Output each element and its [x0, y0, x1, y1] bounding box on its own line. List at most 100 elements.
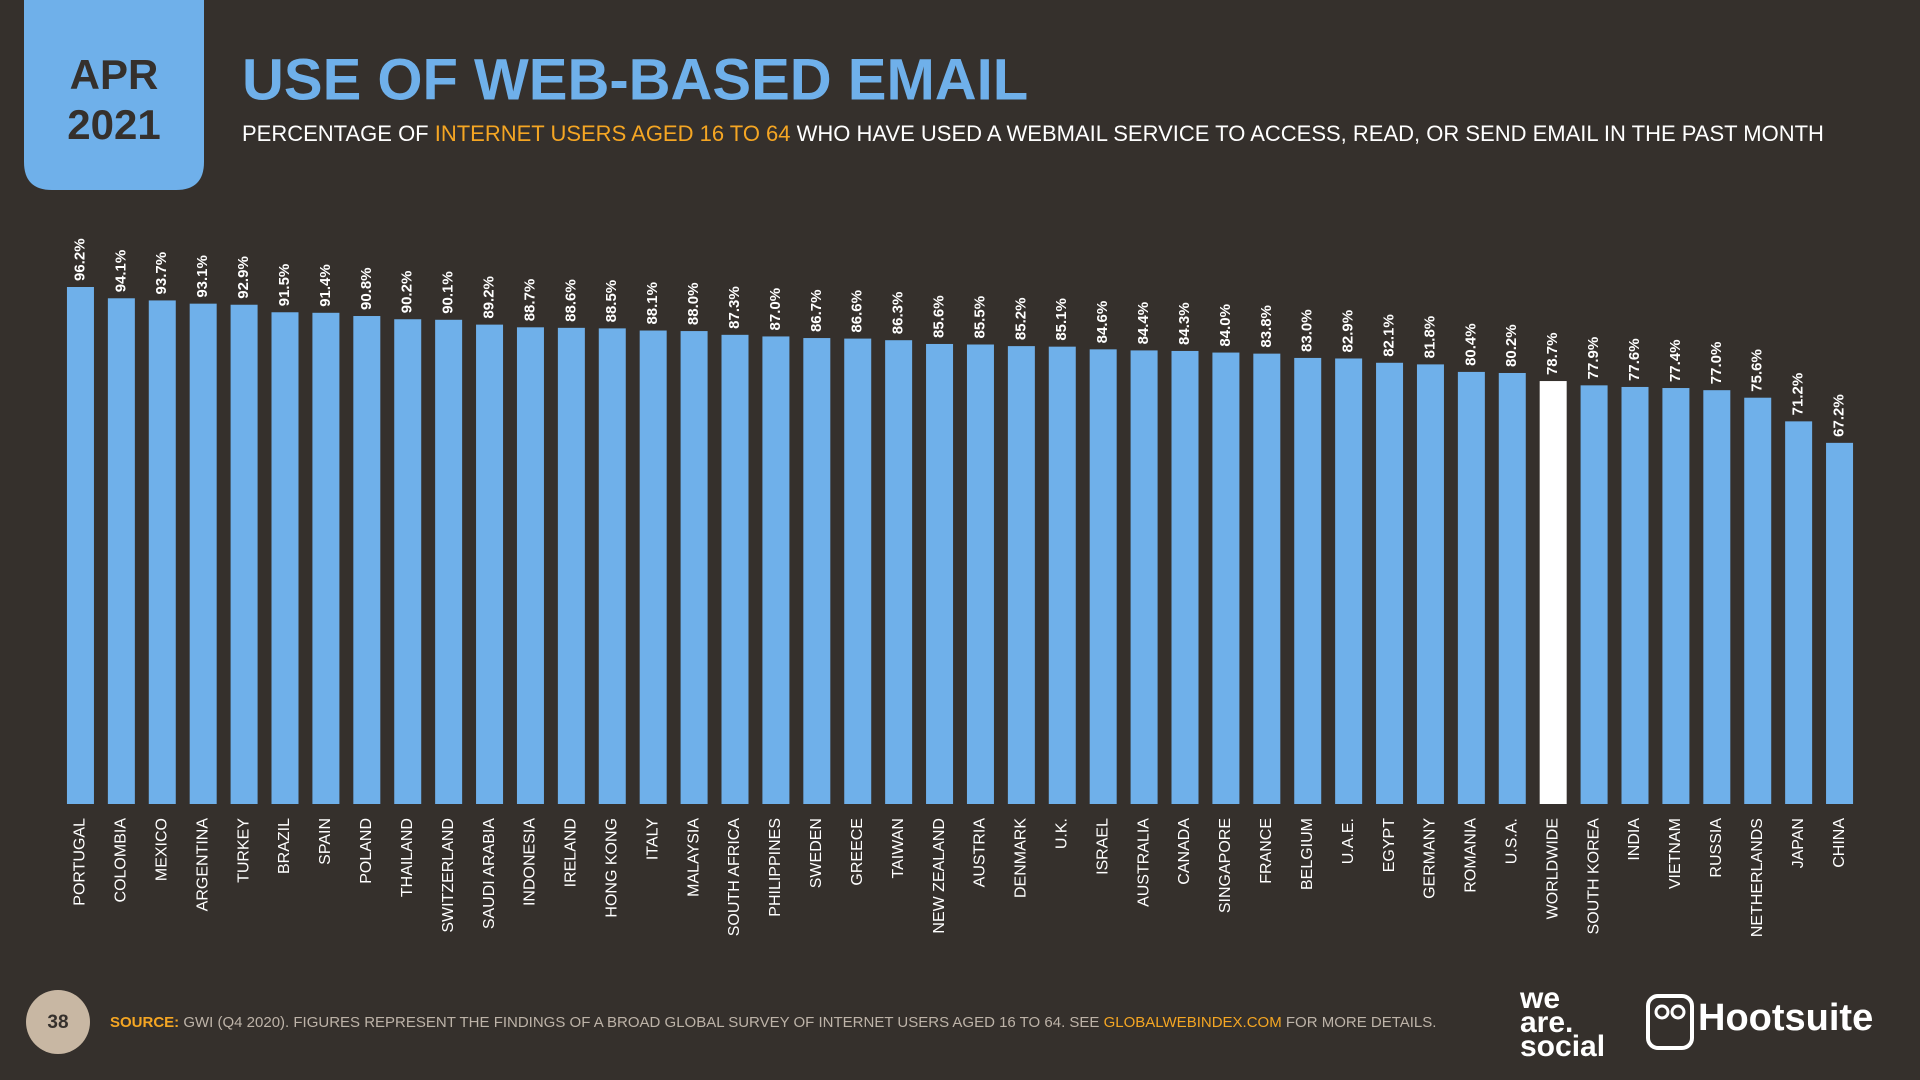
x-tick-label: ARGENTINA	[194, 818, 211, 912]
value-label: 77.4%	[1667, 339, 1684, 382]
bar	[1826, 442, 1854, 804]
value-label: 77.9%	[1585, 337, 1602, 380]
value-label: 80.2%	[1503, 324, 1520, 367]
value-label: 92.9%	[235, 256, 252, 299]
bar	[598, 328, 626, 804]
x-tick-label: SOUTH AFRICA	[726, 818, 743, 937]
x-tick-label: PHILIPPINES	[767, 818, 784, 917]
bar	[803, 338, 831, 804]
value-label: 88.7%	[521, 279, 538, 322]
value-label: 71.2%	[1790, 373, 1807, 416]
value-label: 81.8%	[1421, 316, 1438, 359]
x-tick-label: MALAYSIA	[685, 818, 702, 897]
value-label: 85.5%	[971, 296, 988, 339]
x-tick-label: EGYPT	[1381, 818, 1398, 872]
bar	[1335, 358, 1363, 804]
bar	[435, 319, 463, 804]
x-tick-label: VIETNAM	[1667, 818, 1684, 889]
value-label: 84.3%	[1176, 302, 1193, 345]
value-label: 86.7%	[808, 290, 825, 333]
x-tick-label: GREECE	[849, 818, 866, 886]
value-label: 86.3%	[890, 292, 907, 335]
bar	[1457, 371, 1485, 804]
value-label: 83.8%	[1258, 305, 1275, 348]
bar	[271, 312, 299, 804]
bar	[1171, 350, 1199, 804]
value-label: 93.1%	[194, 255, 211, 298]
x-tick-label: ISRAEL	[1094, 818, 1111, 875]
source-text: GWI (Q4 2020). FIGURES REPRESENT THE FIN…	[179, 1014, 1103, 1031]
value-label: 80.4%	[1462, 323, 1479, 366]
value-label: 90.1%	[440, 271, 457, 314]
chart-title: USE OF WEB-BASED EMAIL	[242, 47, 1028, 112]
x-tick-label: SWEDEN	[808, 818, 825, 888]
value-label: 88.0%	[685, 283, 702, 326]
owl-icon	[1646, 994, 1694, 1050]
bar	[557, 327, 585, 804]
x-tick-label: RUSSIA	[1708, 818, 1725, 878]
bar	[926, 343, 954, 804]
x-tick-label: ROMANIA	[1463, 818, 1480, 893]
bar	[1253, 353, 1281, 804]
subtitle-part: WHO HAVE USED A WEBMAIL SERVICE TO ACCES…	[791, 121, 1824, 146]
value-label: 82.9%	[1340, 310, 1357, 353]
x-tick-label: PORTUGAL	[72, 818, 89, 906]
value-label: 82.1%	[1381, 314, 1398, 357]
bar	[353, 316, 381, 804]
bar	[189, 303, 217, 804]
value-label: 88.1%	[644, 282, 661, 325]
owl-eye	[1670, 1004, 1686, 1020]
bar	[1130, 350, 1158, 804]
x-tick-label: U.A.E.	[1340, 818, 1357, 864]
bar	[230, 304, 258, 804]
value-label: 84.6%	[1094, 301, 1111, 344]
value-label: 90.2%	[399, 271, 416, 314]
x-tick-label: JAPAN	[1790, 818, 1807, 868]
bar	[762, 336, 790, 804]
source-note: SOURCE: GWI (Q4 2020). FIGURES REPRESENT…	[110, 1014, 1436, 1031]
logo-text: social	[1520, 1030, 1605, 1063]
x-tick-label: U.S.A.	[1503, 818, 1520, 864]
bar	[148, 300, 176, 804]
chart-subtitle: PERCENTAGE OF INTERNET USERS AGED 16 TO …	[242, 121, 1824, 146]
bar	[1212, 352, 1240, 804]
x-tick-label: WORLDWIDE	[1544, 818, 1561, 919]
bar	[66, 287, 94, 804]
source-label: SOURCE:	[110, 1014, 179, 1031]
bar	[1744, 397, 1772, 804]
value-label: 87.0%	[767, 288, 784, 331]
value-label: 85.6%	[931, 295, 948, 338]
value-label: 67.2%	[1831, 394, 1848, 437]
bar	[680, 331, 708, 804]
value-label: 89.2%	[481, 276, 498, 319]
value-label: 75.6%	[1749, 349, 1766, 392]
bar	[721, 334, 749, 804]
x-tick-label: BELGIUM	[1299, 818, 1316, 890]
bar	[107, 298, 135, 804]
x-tick-label: THAILAND	[399, 818, 416, 897]
bar	[1294, 357, 1322, 804]
subtitle-part: PERCENTAGE OF	[242, 121, 435, 146]
x-tick-label: ITALY	[644, 818, 661, 860]
bar	[639, 330, 667, 804]
x-tick-label: SOUTH KOREA	[1585, 818, 1602, 935]
value-label: 88.6%	[562, 279, 579, 322]
bar	[1376, 362, 1404, 804]
bar	[1662, 388, 1690, 804]
subtitle-highlight: INTERNET USERS AGED 16 TO 64	[435, 121, 791, 146]
x-tick-label: BRAZIL	[276, 818, 293, 874]
x-tick-label: INDONESIA	[522, 818, 539, 906]
page-number: 38	[47, 1012, 68, 1033]
x-tick-label: SWITZERLAND	[440, 818, 457, 933]
logo-text: Hootsuite	[1698, 997, 1873, 1039]
bar	[1089, 349, 1117, 804]
value-label: 90.8%	[358, 267, 375, 310]
value-label: 77.0%	[1708, 342, 1725, 385]
value-label: 84.0%	[1217, 304, 1234, 347]
value-label: 85.2%	[1012, 298, 1029, 341]
page-circle	[26, 990, 90, 1054]
bar	[1048, 346, 1076, 804]
x-tick-label: NEW ZEALAND	[931, 818, 948, 934]
logo-text: are.	[1520, 1006, 1573, 1039]
bar	[312, 312, 340, 804]
